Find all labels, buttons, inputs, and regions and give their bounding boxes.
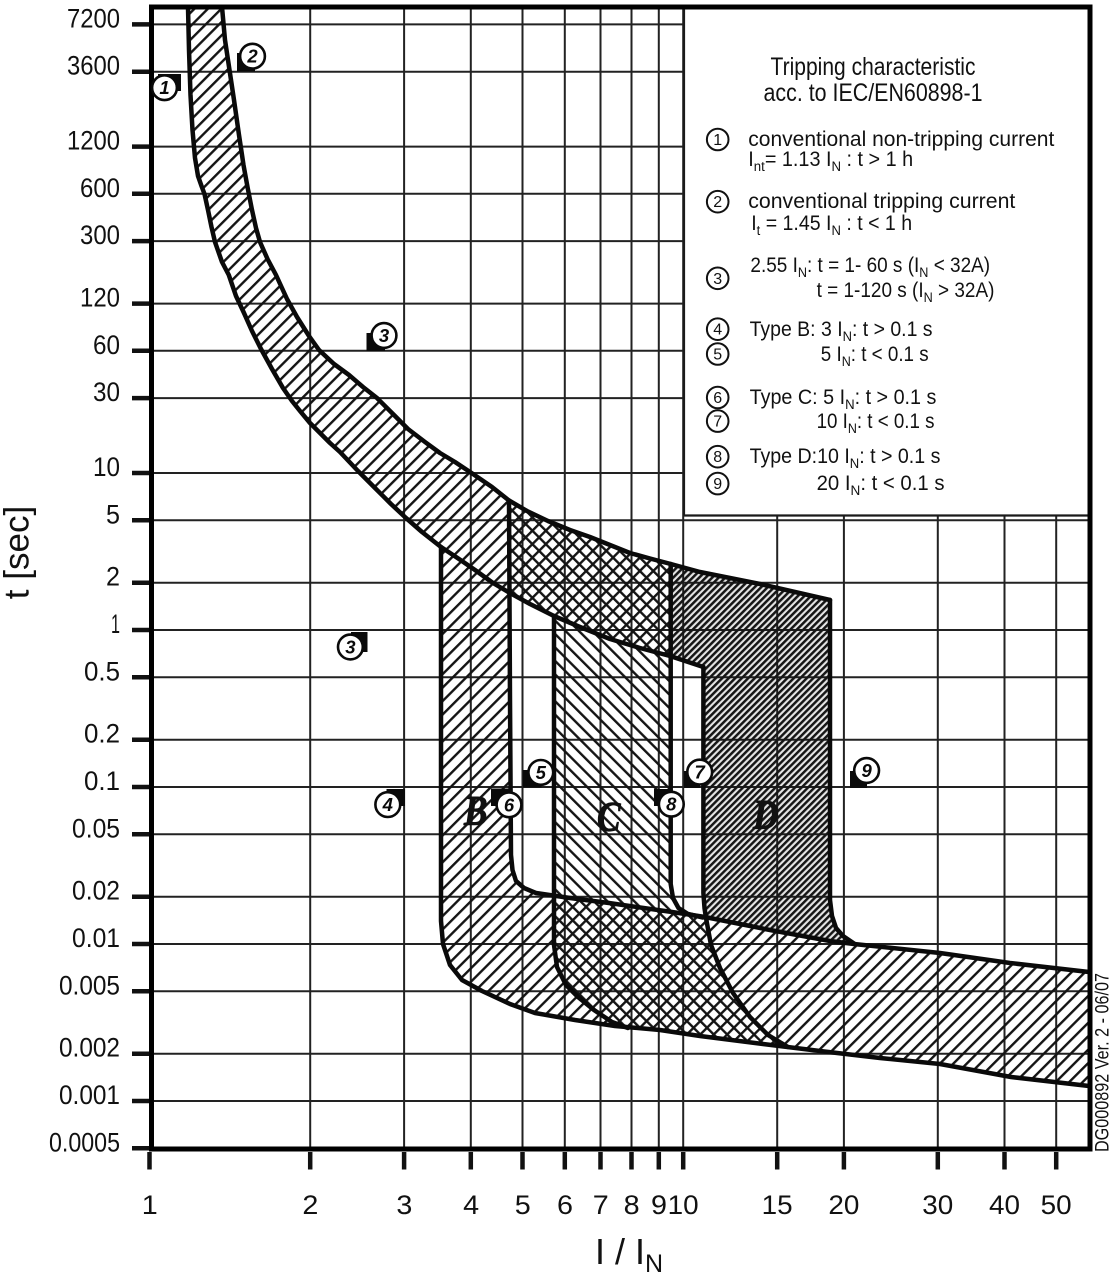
svg-text:acc. to IEC/EN60898-1: acc. to IEC/EN60898-1 xyxy=(764,79,983,107)
svg-text:2: 2 xyxy=(713,194,722,211)
svg-text:DG000892 Ver. 2 - 06/07: DG000892 Ver. 2 - 06/07 xyxy=(1093,973,1111,1152)
svg-text:t = 1-120 s (IN > 32A): t = 1-120 s (IN > 32A) xyxy=(817,279,995,305)
svg-text:120: 120 xyxy=(80,283,120,313)
svg-text:0.05: 0.05 xyxy=(72,813,120,843)
svg-text:10: 10 xyxy=(668,1190,699,1220)
svg-text:0.0005: 0.0005 xyxy=(49,1127,120,1157)
svg-text:4: 4 xyxy=(463,1190,479,1220)
svg-text:t [sec]: t [sec] xyxy=(0,506,37,599)
svg-text:1: 1 xyxy=(713,132,722,149)
svg-text:Tripping characteristic: Tripping characteristic xyxy=(771,53,976,81)
svg-text:5: 5 xyxy=(106,499,120,529)
svg-text:Int= 1.13 IN : t > 1 h: Int= 1.13 IN : t > 1 h xyxy=(748,149,913,175)
svg-text:5: 5 xyxy=(515,1190,531,1220)
svg-text:Type C: 5 IN: t > 0.1 s: Type C: 5 IN: t > 0.1 s xyxy=(750,386,937,412)
svg-text:3: 3 xyxy=(379,325,390,346)
svg-text:1: 1 xyxy=(111,609,120,639)
svg-text:50: 50 xyxy=(1041,1190,1072,1220)
svg-text:40: 40 xyxy=(989,1190,1020,1220)
svg-text:0.005: 0.005 xyxy=(59,970,120,1000)
svg-text:0.01: 0.01 xyxy=(72,923,120,953)
svg-text:3: 3 xyxy=(713,271,722,288)
svg-text:20: 20 xyxy=(828,1190,859,1220)
svg-text:60: 60 xyxy=(93,330,120,360)
svg-text:3: 3 xyxy=(396,1190,412,1220)
svg-text:0.02: 0.02 xyxy=(72,876,120,906)
svg-text:2: 2 xyxy=(302,1190,318,1220)
svg-text:6: 6 xyxy=(557,1190,573,1220)
svg-text:3: 3 xyxy=(345,637,356,658)
svg-text:10 IN: t < 0.1 s: 10 IN: t < 0.1 s xyxy=(817,410,935,436)
svg-text:8: 8 xyxy=(713,449,722,466)
svg-text:9: 9 xyxy=(651,1190,667,1220)
svg-text:conventional tripping current: conventional tripping current xyxy=(748,190,1015,213)
svg-text:1: 1 xyxy=(142,1190,158,1220)
svg-text:0.5: 0.5 xyxy=(84,656,120,686)
svg-text:9: 9 xyxy=(713,476,722,493)
svg-text:C: C xyxy=(597,794,622,841)
svg-text:5: 5 xyxy=(713,347,722,364)
svg-text:5: 5 xyxy=(536,762,547,783)
svg-text:7: 7 xyxy=(593,1190,609,1220)
svg-text:8: 8 xyxy=(624,1190,640,1220)
svg-text:0.1: 0.1 xyxy=(84,766,120,796)
svg-text:30: 30 xyxy=(93,377,120,407)
svg-text:Type B: 3 IN: t > 0.1 s: Type B: 3 IN: t > 0.1 s xyxy=(750,318,933,344)
svg-text:15: 15 xyxy=(762,1190,793,1220)
svg-text:3600: 3600 xyxy=(67,51,120,81)
svg-text:600: 600 xyxy=(80,173,120,203)
svg-text:7200: 7200 xyxy=(67,3,120,33)
svg-text:10: 10 xyxy=(93,452,120,482)
svg-text:1200: 1200 xyxy=(67,126,120,156)
svg-text:B: B xyxy=(463,788,487,835)
svg-text:5 IN: t < 0.1 s: 5 IN: t < 0.1 s xyxy=(821,343,929,369)
svg-text:8: 8 xyxy=(666,794,677,815)
svg-text:300: 300 xyxy=(80,220,120,250)
svg-text:0.001: 0.001 xyxy=(59,1080,120,1110)
svg-text:2: 2 xyxy=(106,562,120,592)
svg-text:7: 7 xyxy=(713,414,722,431)
svg-text:1: 1 xyxy=(159,77,169,98)
svg-text:2: 2 xyxy=(246,46,258,67)
svg-text:30: 30 xyxy=(922,1190,953,1220)
svg-text:7: 7 xyxy=(695,762,707,783)
svg-text:D: D xyxy=(752,792,778,839)
svg-text:Type D:10 IN: t > 0.1 s: Type D:10 IN: t > 0.1 s xyxy=(750,445,941,471)
svg-text:0.002: 0.002 xyxy=(59,1033,120,1063)
svg-text:4: 4 xyxy=(713,322,722,339)
svg-text:20 IN: t < 0.1 s: 20 IN: t < 0.1 s xyxy=(817,472,945,498)
svg-text:6: 6 xyxy=(504,794,515,815)
svg-text:9: 9 xyxy=(861,760,872,781)
svg-text:0.2: 0.2 xyxy=(84,719,120,749)
svg-text:2.55 IN: t = 1- 60 s (IN < 32A: 2.55 IN: t = 1- 60 s (IN < 32A) xyxy=(750,254,990,280)
svg-text:6: 6 xyxy=(713,390,722,407)
svg-text:4: 4 xyxy=(382,794,393,815)
